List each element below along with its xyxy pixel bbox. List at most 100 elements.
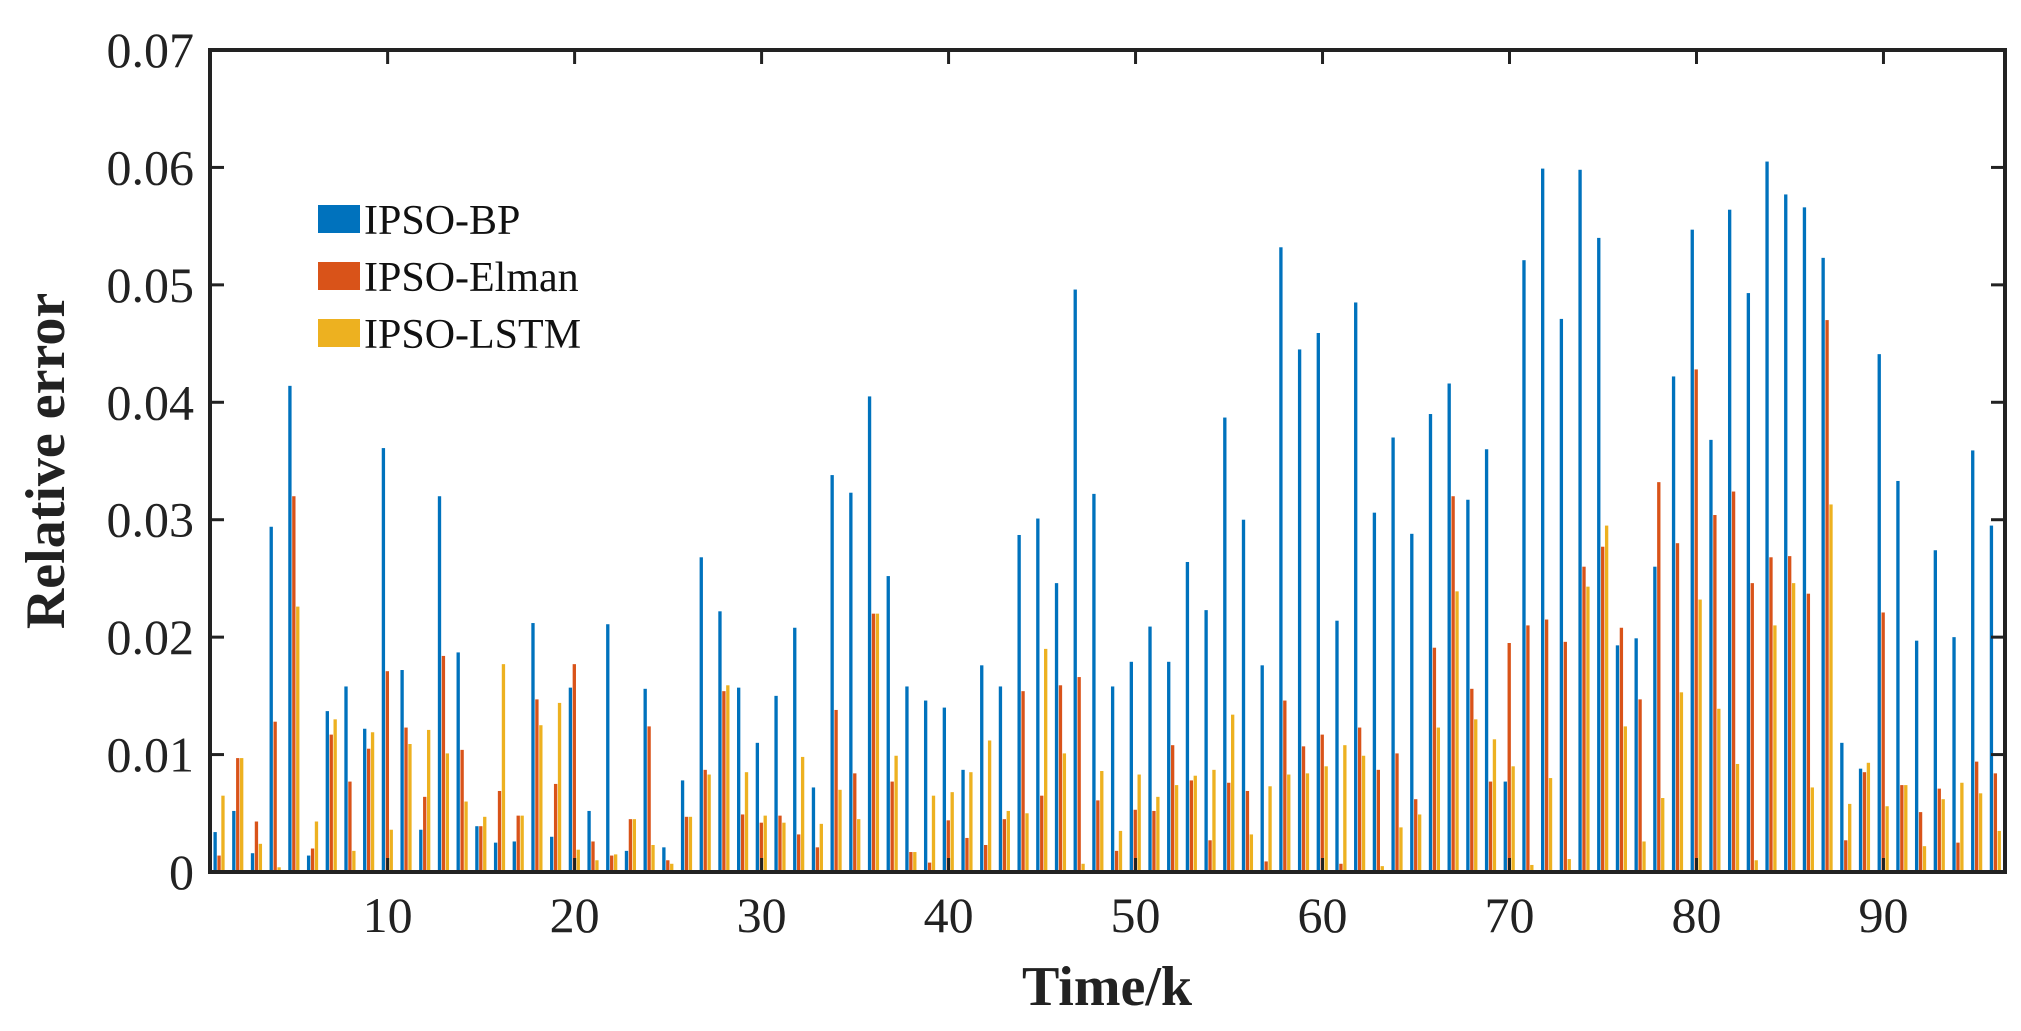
bar-ipso-elman-42 [984,844,988,872]
bar-ipso-bp-73 [1559,318,1564,872]
bar-ipso-elman-55 [1227,782,1231,872]
bar-ipso-bp-18 [531,623,535,872]
bar-ipso-lstm-11 [408,744,412,872]
bar-ipso-bp-32 [793,627,797,872]
bar-ipso-elman-93 [1937,788,1941,872]
y-tick-label: 0.05 [107,257,195,313]
bar-ipso-lstm-87 [1829,504,1833,872]
bar-ipso-lstm-12 [426,729,431,872]
bar-ipso-bp-83 [1746,293,1751,873]
plot-background [210,50,2005,872]
bar-ipso-elman-31 [778,815,782,872]
bar-ipso-lstm-23 [632,819,636,872]
bar-ipso-elman-64 [1395,753,1399,872]
bar-ipso-elman-67 [1451,496,1455,872]
x-tick-label: 30 [737,887,787,943]
bar-ipso-elman-68 [1470,688,1474,872]
bar-ipso-elman-62 [1357,727,1362,872]
bar-ipso-lstm-24 [651,844,655,872]
bar-ipso-lstm-20 [576,849,580,872]
bar-ipso-bp-8 [344,686,348,872]
bar-ipso-lstm-76 [1623,726,1627,872]
bar-ipso-lstm-2 [240,758,244,872]
x-tick-label: 50 [1111,887,1161,943]
bar-ipso-lstm-10 [389,829,393,872]
bar-ipso-lstm-58 [1287,774,1291,872]
bar-ipso-lstm-65 [1417,814,1422,872]
bar-ipso-elman-19 [553,783,558,872]
bar-ipso-elman-9 [366,748,371,872]
bar-ipso-elman-65 [1414,799,1418,872]
bar-ipso-bp-30 [755,742,760,872]
bar-ipso-lstm-43 [1006,810,1010,872]
x-tick-label: 90 [1858,887,1908,943]
bar-ipso-elman-76 [1619,627,1624,872]
bar-ipso-lstm-50 [1137,774,1141,872]
bar-ipso-lstm-91 [1904,785,1908,872]
bar-ipso-lstm-79 [1679,692,1684,872]
bar-ipso-bp-23 [624,850,629,872]
bar-ipso-lstm-37 [894,755,898,872]
bar-ipso-lstm-55 [1231,714,1235,872]
bar-ipso-bp-88 [1840,742,1844,872]
bar-ipso-elman-90 [1881,612,1885,872]
legend: IPSO-BP IPSO-Elman IPSO-LSTM [318,198,581,358]
bar-ipso-bp-50 [1129,661,1133,872]
bar-ipso-elman-89 [1862,772,1867,872]
bar-ipso-elman-63 [1376,769,1380,872]
bar-ipso-elman-29 [740,814,745,872]
bar-ipso-lstm-1 [221,795,225,872]
bar-ipso-elman-2 [236,758,240,872]
bar-ipso-bp-15 [475,826,479,872]
bar-ipso-bp-64 [1391,437,1395,872]
bar-ipso-lstm-75 [1604,525,1609,872]
bar-ipso-elman-75 [1601,546,1605,872]
bar-ipso-bp-52 [1167,661,1171,872]
bar-ipso-bp-16 [493,842,498,872]
bar-ipso-elman-16 [497,790,502,872]
bar-ipso-elman-27 [703,769,707,872]
bar-ipso-elman-45 [1040,795,1044,872]
bar-ipso-bp-54 [1204,610,1208,872]
bar-ipso-bp-84 [1765,161,1769,872]
bar-ipso-lstm-8 [352,850,356,872]
bar-ipso-elman-86 [1806,593,1811,872]
bar-ipso-bp-2 [232,810,236,872]
bar-ipso-bp-5 [288,385,292,872]
bar-ipso-bp-74 [1578,169,1582,872]
bar-ipso-bp-91 [1896,480,1900,872]
bar-ipso-lstm-64 [1399,827,1403,872]
legend-label-ipso-lstm: IPSO-LSTM [364,312,581,358]
bar-ipso-elman-8 [348,781,352,872]
bar-ipso-bp-53 [1185,561,1190,872]
bar-ipso-bp-65 [1410,533,1414,872]
x-tick-label: 80 [1671,887,1721,943]
bar-ipso-elman-34 [834,709,838,872]
bar-ipso-elman-15 [479,826,483,872]
bar-ipso-elman-21 [591,841,595,872]
bar-ipso-lstm-49 [1118,830,1123,872]
x-tick-label: 10 [363,887,413,943]
bar-ipso-elman-49 [1114,850,1119,872]
bar-ipso-lstm-71 [1530,864,1534,872]
bar-ipso-lstm-9 [370,732,375,872]
bar-ipso-lstm-35 [857,819,861,872]
bar-ipso-lstm-25 [670,863,674,872]
x-tick-label: 60 [1298,887,1348,943]
bar-ipso-elman-77 [1638,699,1642,872]
bar-ipso-elman-11 [404,727,408,872]
bar-ipso-lstm-72 [1548,778,1553,872]
bar-ipso-lstm-92 [1922,846,1927,872]
bar-ipso-lstm-16 [501,664,506,872]
bar-ipso-elman-69 [1488,781,1493,872]
bar-ipso-bp-81 [1709,439,1713,872]
bar-ipso-elman-39 [927,862,932,872]
bar-ipso-bp-33 [811,787,816,872]
bar-ipso-lstm-60 [1324,766,1328,872]
y-tick-label: 0.03 [107,492,195,548]
bars-group [213,161,2001,873]
bar-ipso-bp-90 [1877,354,1881,872]
bar-ipso-lstm-53 [1193,775,1197,872]
bar-ipso-bp-56 [1241,519,1246,872]
bar-ipso-lstm-62 [1361,755,1366,872]
